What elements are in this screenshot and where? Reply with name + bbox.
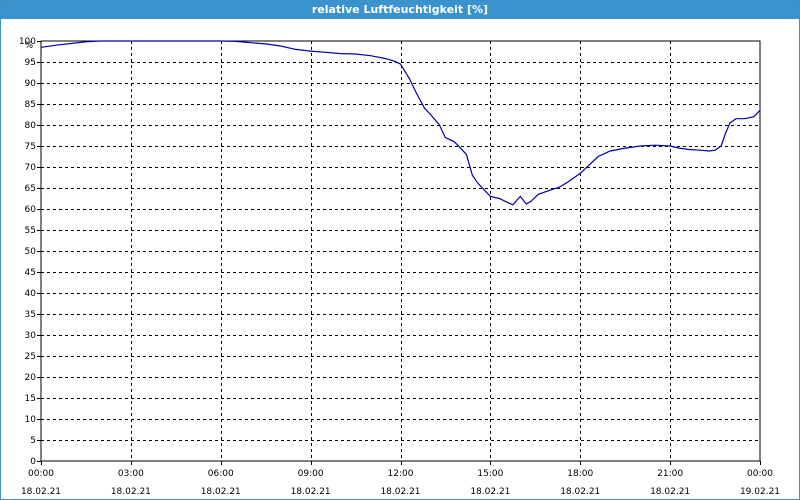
x-tick-time-label: 09:00: [298, 469, 324, 479]
grid: [37, 41, 761, 465]
y-tick-label: 35: [25, 310, 36, 320]
y-tick-label: 30: [25, 331, 37, 341]
y-tick-label: 75: [25, 142, 36, 152]
y-tick-label: 95: [25, 58, 36, 68]
y-tick-label: 55: [25, 226, 36, 236]
y-tick-label: 90: [25, 79, 37, 89]
x-tick-time-label: 00:00: [747, 469, 773, 479]
plot-frame: [40, 40, 761, 462]
y-tick-label: 60: [25, 205, 37, 215]
y-tick-label: 100: [19, 37, 36, 47]
x-tick-date-label: 18.02.21: [21, 487, 61, 497]
humidity-chart: 0 5 10 15 20 25 30 35 40 45 50 55 60 65 70 75 80 85 90 95 10…: [19, 37, 780, 497]
y-tick-label: 20: [25, 373, 37, 383]
x-tick-date-label: 19.02.21: [740, 487, 780, 497]
x-tick-date-label: 18.02.21: [380, 487, 420, 497]
x-tick-time-label: 21:00: [657, 469, 683, 479]
y-tick-label: 40: [25, 289, 37, 299]
x-tick-date-label: 18.02.21: [470, 487, 510, 497]
y-tick-label: 45: [25, 268, 36, 278]
y-tick-label: 15: [25, 394, 36, 404]
x-axis: 00:00 18.02.21 03:00 18.02.21 06:00 18.02.21 0…: [21, 469, 780, 497]
x-tick-date-label: 18.02.21: [291, 487, 331, 497]
humidity-series-line: [40, 40, 761, 206]
y-tick-label: 10: [25, 415, 37, 425]
y-tick-label: 65: [25, 184, 36, 194]
x-tick-time-label: 06:00: [208, 469, 234, 479]
x-tick-date-label: 18.02.21: [560, 487, 600, 497]
x-tick-time-label: 00:00: [28, 469, 54, 479]
x-tick-time-label: 03:00: [118, 469, 144, 479]
y-tick-label: 80: [25, 121, 37, 131]
window-title: relative Luftfeuchtigkeit [%]: [1, 1, 799, 19]
x-tick-time-label: 12:00: [388, 469, 414, 479]
y-axis-unit: %: [24, 41, 33, 51]
y-tick-label: 5: [30, 436, 36, 446]
x-tick-time-label: 18:00: [567, 469, 593, 479]
x-tick-time-label: 15:00: [477, 469, 503, 479]
x-tick-date-label: 18.02.21: [201, 487, 241, 497]
y-tick-label: 85: [25, 100, 36, 110]
y-axis: 0 5 10 15 20 25 30 35 40 45 50 55 60 65 70 75 80 85 90 95 10…: [19, 37, 36, 467]
x-tick-date-label: 18.02.21: [650, 487, 690, 497]
x-tick-date-label: 18.02.21: [111, 487, 151, 497]
y-tick-label: 50: [25, 247, 37, 257]
y-tick-label: 0: [30, 457, 36, 467]
y-tick-label: 25: [25, 352, 36, 362]
y-tick-label: 70: [25, 163, 37, 173]
